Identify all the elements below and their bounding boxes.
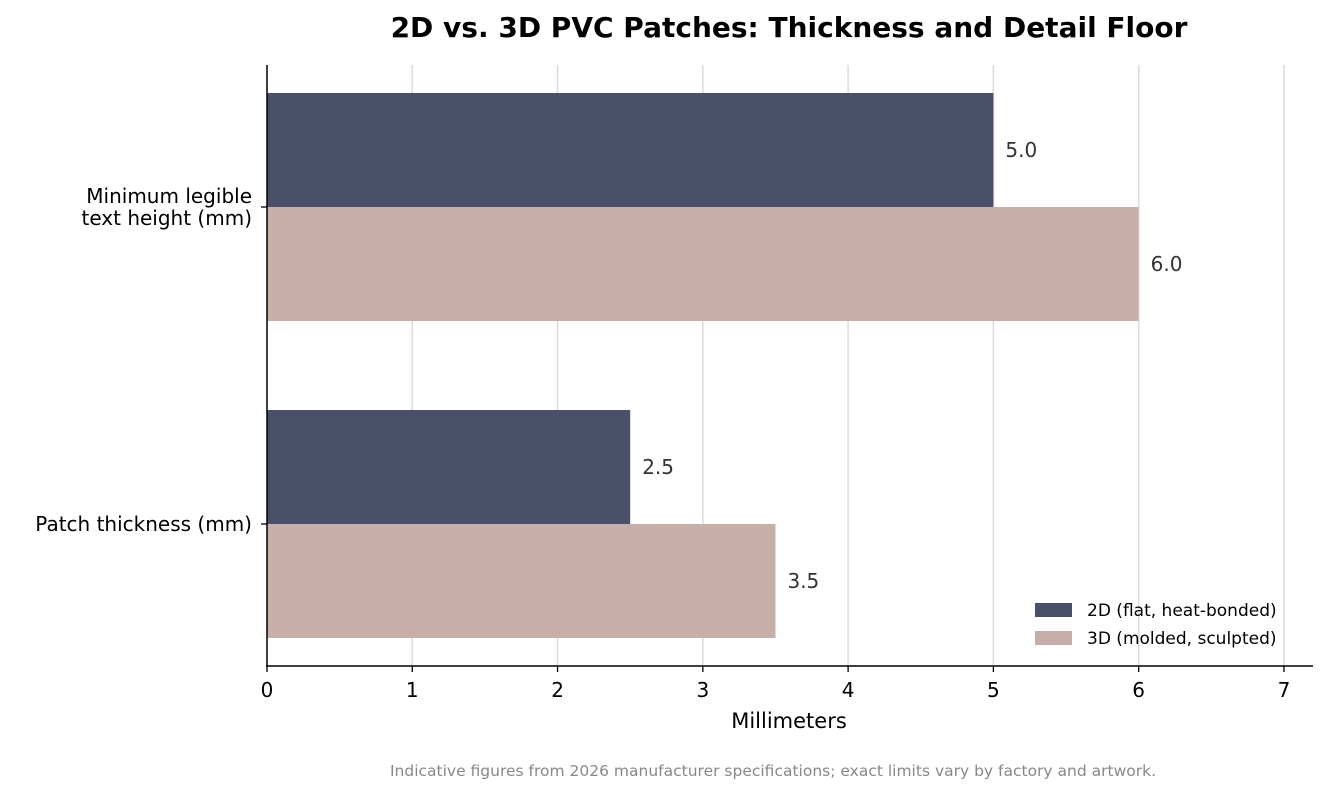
bars bbox=[267, 93, 1139, 638]
x-tick-label: 2 bbox=[551, 678, 564, 702]
bar-value-label: 3.5 bbox=[787, 569, 819, 593]
chart-title: 2D vs. 3D PVC Patches: Thickness and Det… bbox=[391, 11, 1188, 44]
x-axis-ticks: 0 1 2 3 4 5 6 7 bbox=[261, 666, 1291, 702]
bar-2d bbox=[267, 93, 994, 207]
bar-value-label: 5.0 bbox=[1005, 138, 1037, 162]
x-tick-label: 7 bbox=[1278, 678, 1291, 702]
x-tick-label: 0 bbox=[261, 678, 274, 702]
bar-2d bbox=[267, 410, 631, 524]
bar-value-label: 2.5 bbox=[642, 455, 674, 479]
x-tick-label: 3 bbox=[696, 678, 709, 702]
category-label: Patch thickness (mm) bbox=[35, 512, 252, 536]
legend-label: 2D (flat, heat-bonded) bbox=[1087, 601, 1277, 621]
value-labels: 5.0 6.0 2.5 3.5 bbox=[642, 138, 1182, 593]
legend-swatch bbox=[1035, 603, 1072, 617]
legend-label: 3D (molded, sculpted) bbox=[1087, 629, 1277, 649]
category-label: Minimum legible bbox=[86, 184, 252, 208]
legend-swatch bbox=[1035, 631, 1072, 645]
x-tick-label: 6 bbox=[1132, 678, 1145, 702]
legend: 2D (flat, heat-bonded) 3D (molded, sculpt… bbox=[1035, 601, 1277, 649]
bar-3d bbox=[267, 524, 776, 638]
category-label: text height (mm) bbox=[81, 206, 252, 230]
x-axis-label: Millimeters bbox=[731, 709, 847, 733]
x-tick-label: 4 bbox=[842, 678, 855, 702]
x-tick-label: 5 bbox=[987, 678, 1000, 702]
footnote: Indicative figures from 2026 manufacture… bbox=[390, 762, 1156, 780]
x-tick-label: 1 bbox=[406, 678, 419, 702]
bar-value-label: 6.0 bbox=[1151, 252, 1183, 276]
bar-3d bbox=[267, 207, 1139, 321]
